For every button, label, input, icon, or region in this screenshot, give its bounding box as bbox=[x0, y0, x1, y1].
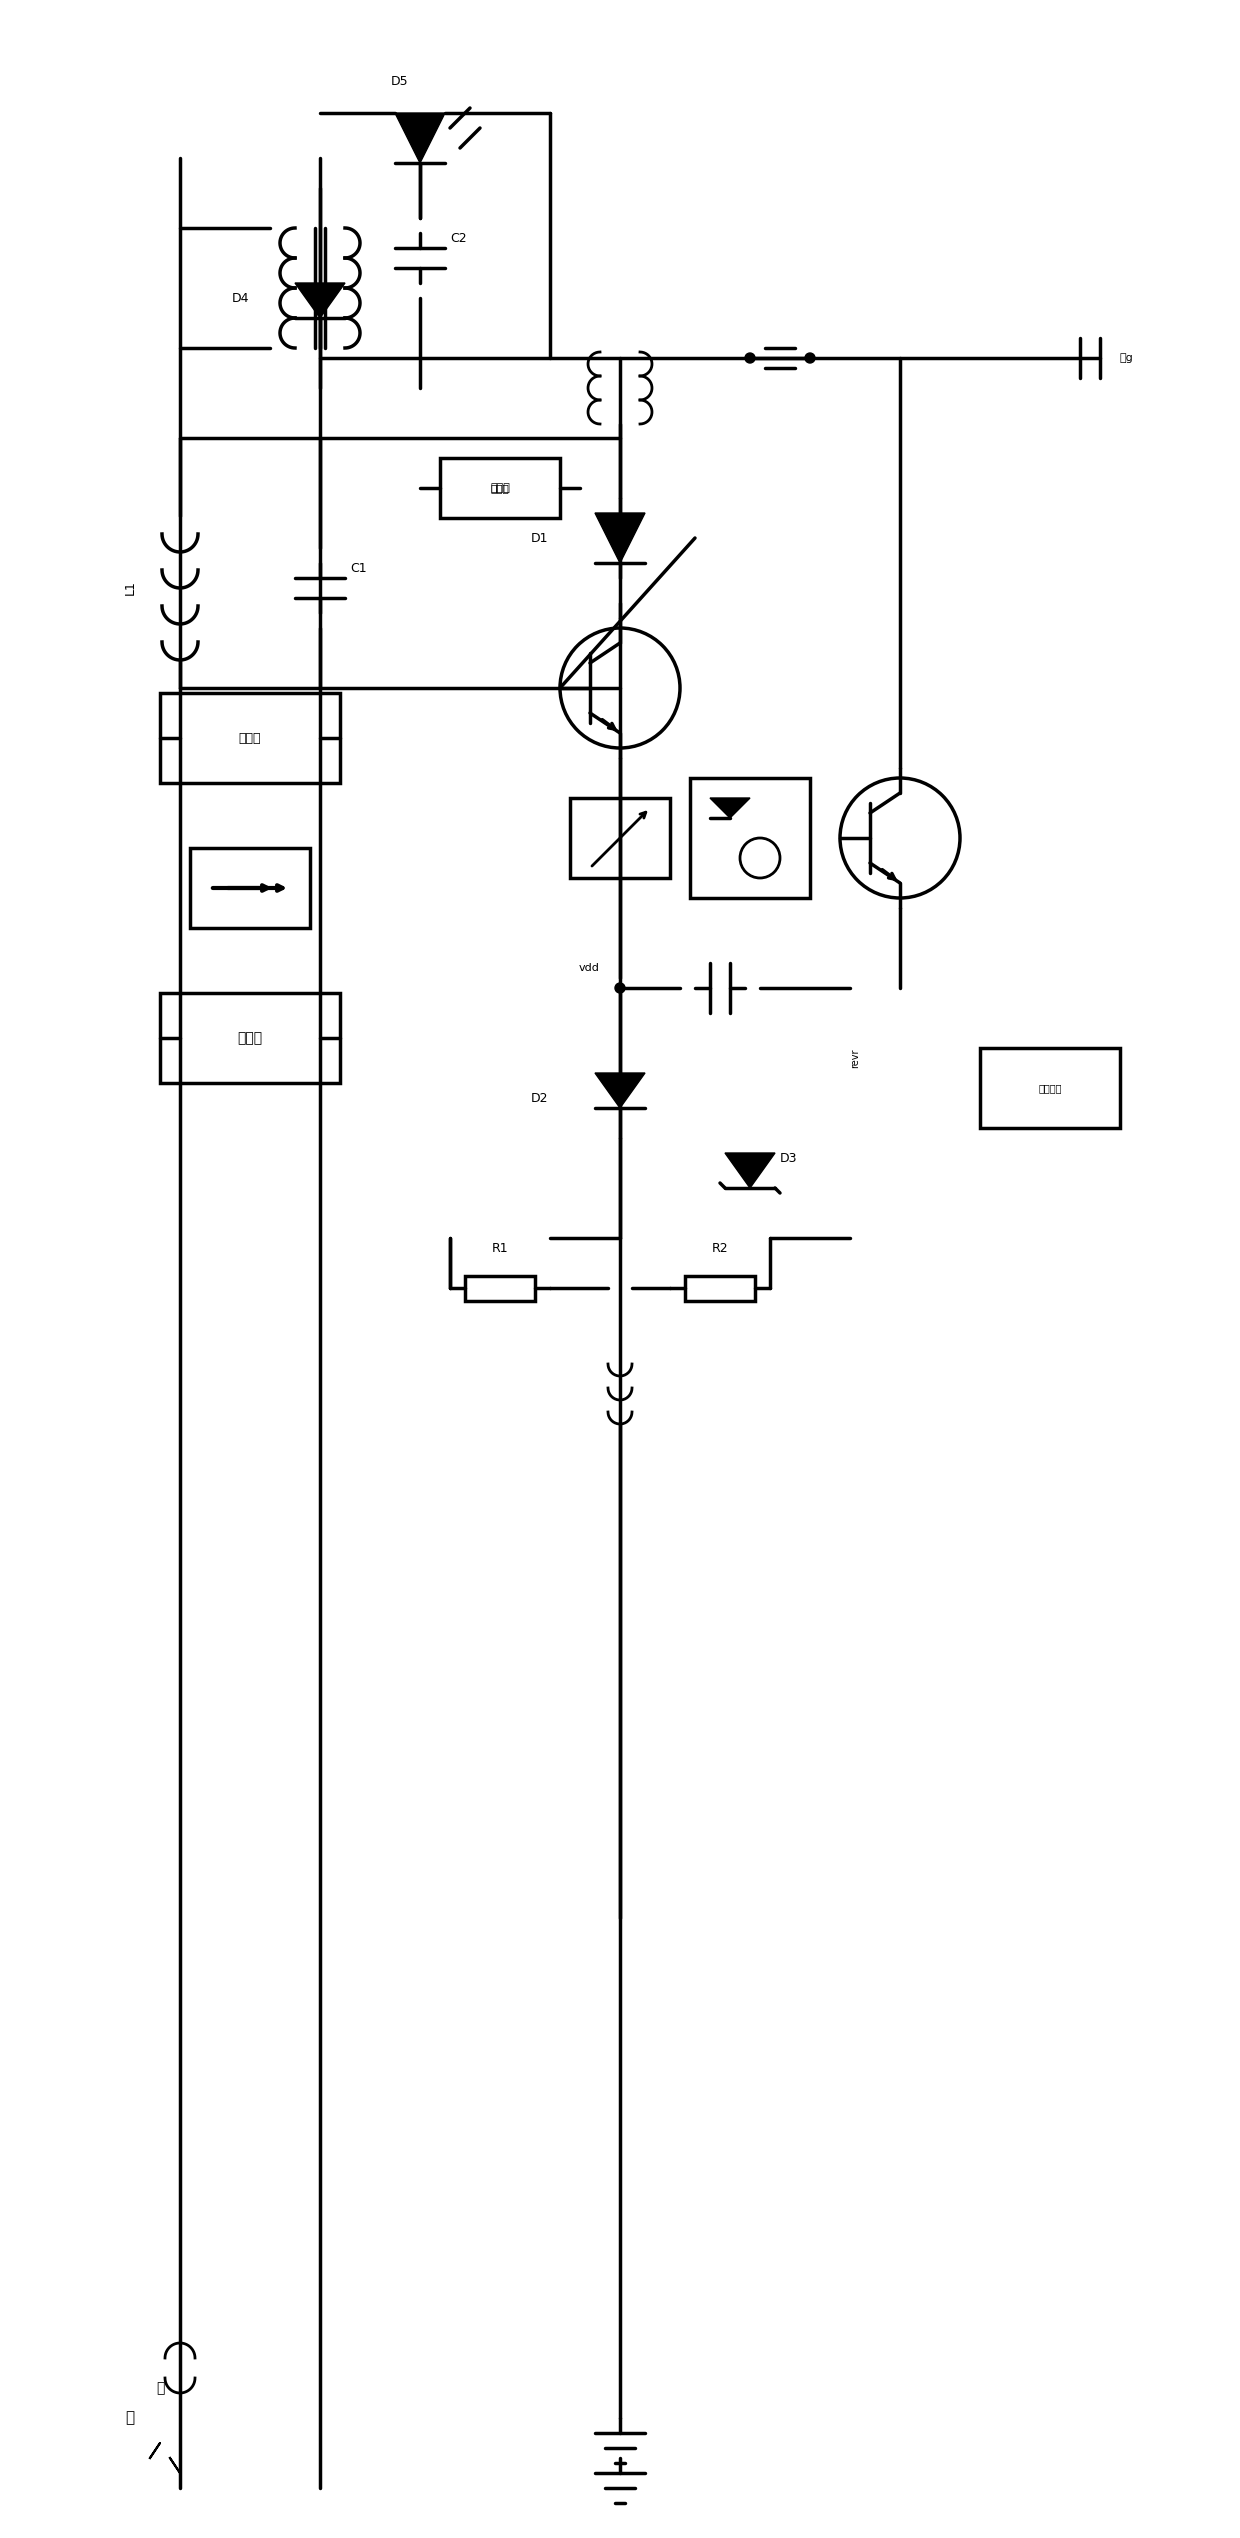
FancyBboxPatch shape bbox=[570, 797, 670, 878]
Text: 隔离器: 隔离器 bbox=[490, 482, 510, 492]
FancyBboxPatch shape bbox=[190, 848, 310, 929]
Text: L1: L1 bbox=[124, 581, 136, 596]
Polygon shape bbox=[711, 797, 750, 817]
Text: 交: 交 bbox=[156, 2381, 164, 2396]
FancyBboxPatch shape bbox=[160, 693, 340, 784]
Text: C2: C2 bbox=[450, 231, 466, 244]
Polygon shape bbox=[396, 114, 445, 162]
Text: D5: D5 bbox=[391, 76, 409, 89]
Bar bbox=[684, 1277, 755, 1299]
Polygon shape bbox=[295, 284, 345, 317]
Text: 负g: 负g bbox=[1120, 353, 1133, 363]
Text: 偏置电压: 偏置电压 bbox=[1038, 1084, 1061, 1094]
Circle shape bbox=[615, 982, 625, 992]
Polygon shape bbox=[595, 1074, 645, 1109]
Text: D2: D2 bbox=[531, 1091, 549, 1104]
Text: 整流器: 整流器 bbox=[239, 731, 262, 744]
FancyBboxPatch shape bbox=[160, 992, 340, 1084]
Text: revr: revr bbox=[849, 1048, 861, 1068]
Polygon shape bbox=[725, 1152, 775, 1188]
Polygon shape bbox=[595, 513, 645, 563]
Text: 隔离器: 隔离器 bbox=[491, 482, 510, 492]
Text: vdd: vdd bbox=[579, 962, 600, 972]
Text: 调光器: 调光器 bbox=[237, 1030, 263, 1046]
Circle shape bbox=[745, 353, 755, 363]
Circle shape bbox=[805, 353, 815, 363]
Text: 交: 交 bbox=[125, 2411, 135, 2426]
FancyBboxPatch shape bbox=[980, 1048, 1120, 1127]
Text: D1: D1 bbox=[531, 530, 549, 546]
FancyBboxPatch shape bbox=[440, 457, 560, 518]
Text: D3: D3 bbox=[780, 1152, 797, 1165]
Text: C1: C1 bbox=[350, 561, 367, 574]
FancyBboxPatch shape bbox=[689, 779, 810, 898]
Text: D4: D4 bbox=[231, 292, 249, 305]
Text: R2: R2 bbox=[712, 1241, 728, 1254]
Bar bbox=[465, 1277, 534, 1299]
Text: R1: R1 bbox=[492, 1241, 508, 1254]
